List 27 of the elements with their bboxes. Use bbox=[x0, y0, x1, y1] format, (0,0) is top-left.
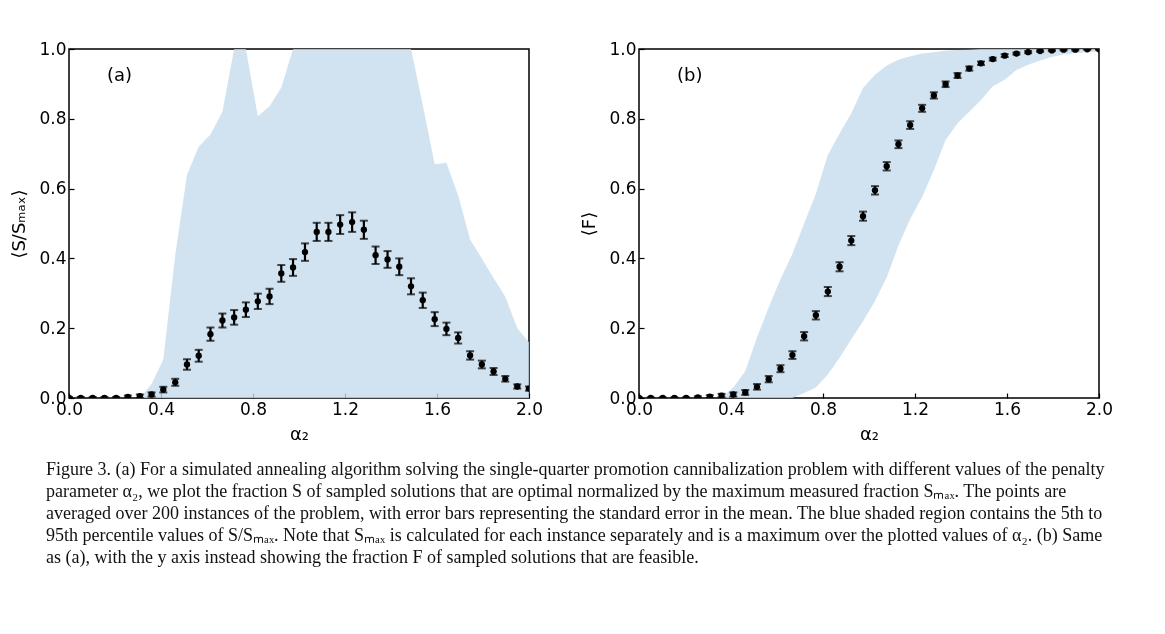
x-tick-label: 1.6 bbox=[423, 398, 452, 419]
y-axis-title: ⟨S/Sₘₐₓ⟩ bbox=[8, 189, 30, 259]
y-tick-label: 0.2 bbox=[609, 317, 637, 338]
x-tick-label: 0.4 bbox=[147, 398, 176, 419]
y-tick-label: 0.8 bbox=[609, 108, 637, 129]
x-axis-title: α₂ bbox=[289, 422, 310, 444]
y-tick-label: 0.6 bbox=[609, 178, 637, 199]
x-tick-label: 0.4 bbox=[717, 398, 746, 419]
y-tick-label: 0.4 bbox=[609, 247, 637, 268]
y-tick-label: 1.0 bbox=[609, 38, 637, 59]
y-tick-label: 0.4 bbox=[39, 247, 67, 268]
x-tick-label: 2.0 bbox=[1085, 398, 1114, 419]
y-axis-title: ⟨F⟩ bbox=[578, 211, 600, 237]
y-tick-label: 0.6 bbox=[39, 178, 67, 199]
y-tick-label: 0.2 bbox=[39, 317, 67, 338]
y-tick-label: 0.8 bbox=[39, 108, 67, 129]
x-tick-label: 1.2 bbox=[901, 398, 930, 419]
y-tick-label: 1.0 bbox=[39, 38, 67, 59]
x-tick-label: 0.8 bbox=[239, 398, 268, 419]
x-tick-label: 2.0 bbox=[515, 398, 544, 419]
caption: Figure 3. (a) For a simulated annealing algorithm solving the single-quarter promotion cannibalization problem with different values of the penalty parameter α₂, we plot the fraction S of sampled solutions that are optimal normalized by the maximum measured fraction Sₘₐₓ. The points are averaged over 200 instances of the problem, with error bars representing the standard error in the mean. The blue shaded region contains the 5th to 95th percentile values of S/Sₘₐₓ. Note that Sₘₐₓ is calculated for each instance separately and is a maximum over the plotted values of α₂. (b) Same as (a), with the y axis instead showing the fraction F of sampled solutions that are feasible. bbox=[46, 458, 1106, 568]
x-axis-title: α₂ bbox=[859, 422, 880, 444]
x-tick-label: 0.8 bbox=[809, 398, 838, 419]
annotation: (b) bbox=[677, 64, 703, 85]
x-tick-label: 1.6 bbox=[993, 398, 1022, 419]
x-tick-label: 1.2 bbox=[331, 398, 360, 419]
annotation: (a) bbox=[107, 64, 133, 85]
